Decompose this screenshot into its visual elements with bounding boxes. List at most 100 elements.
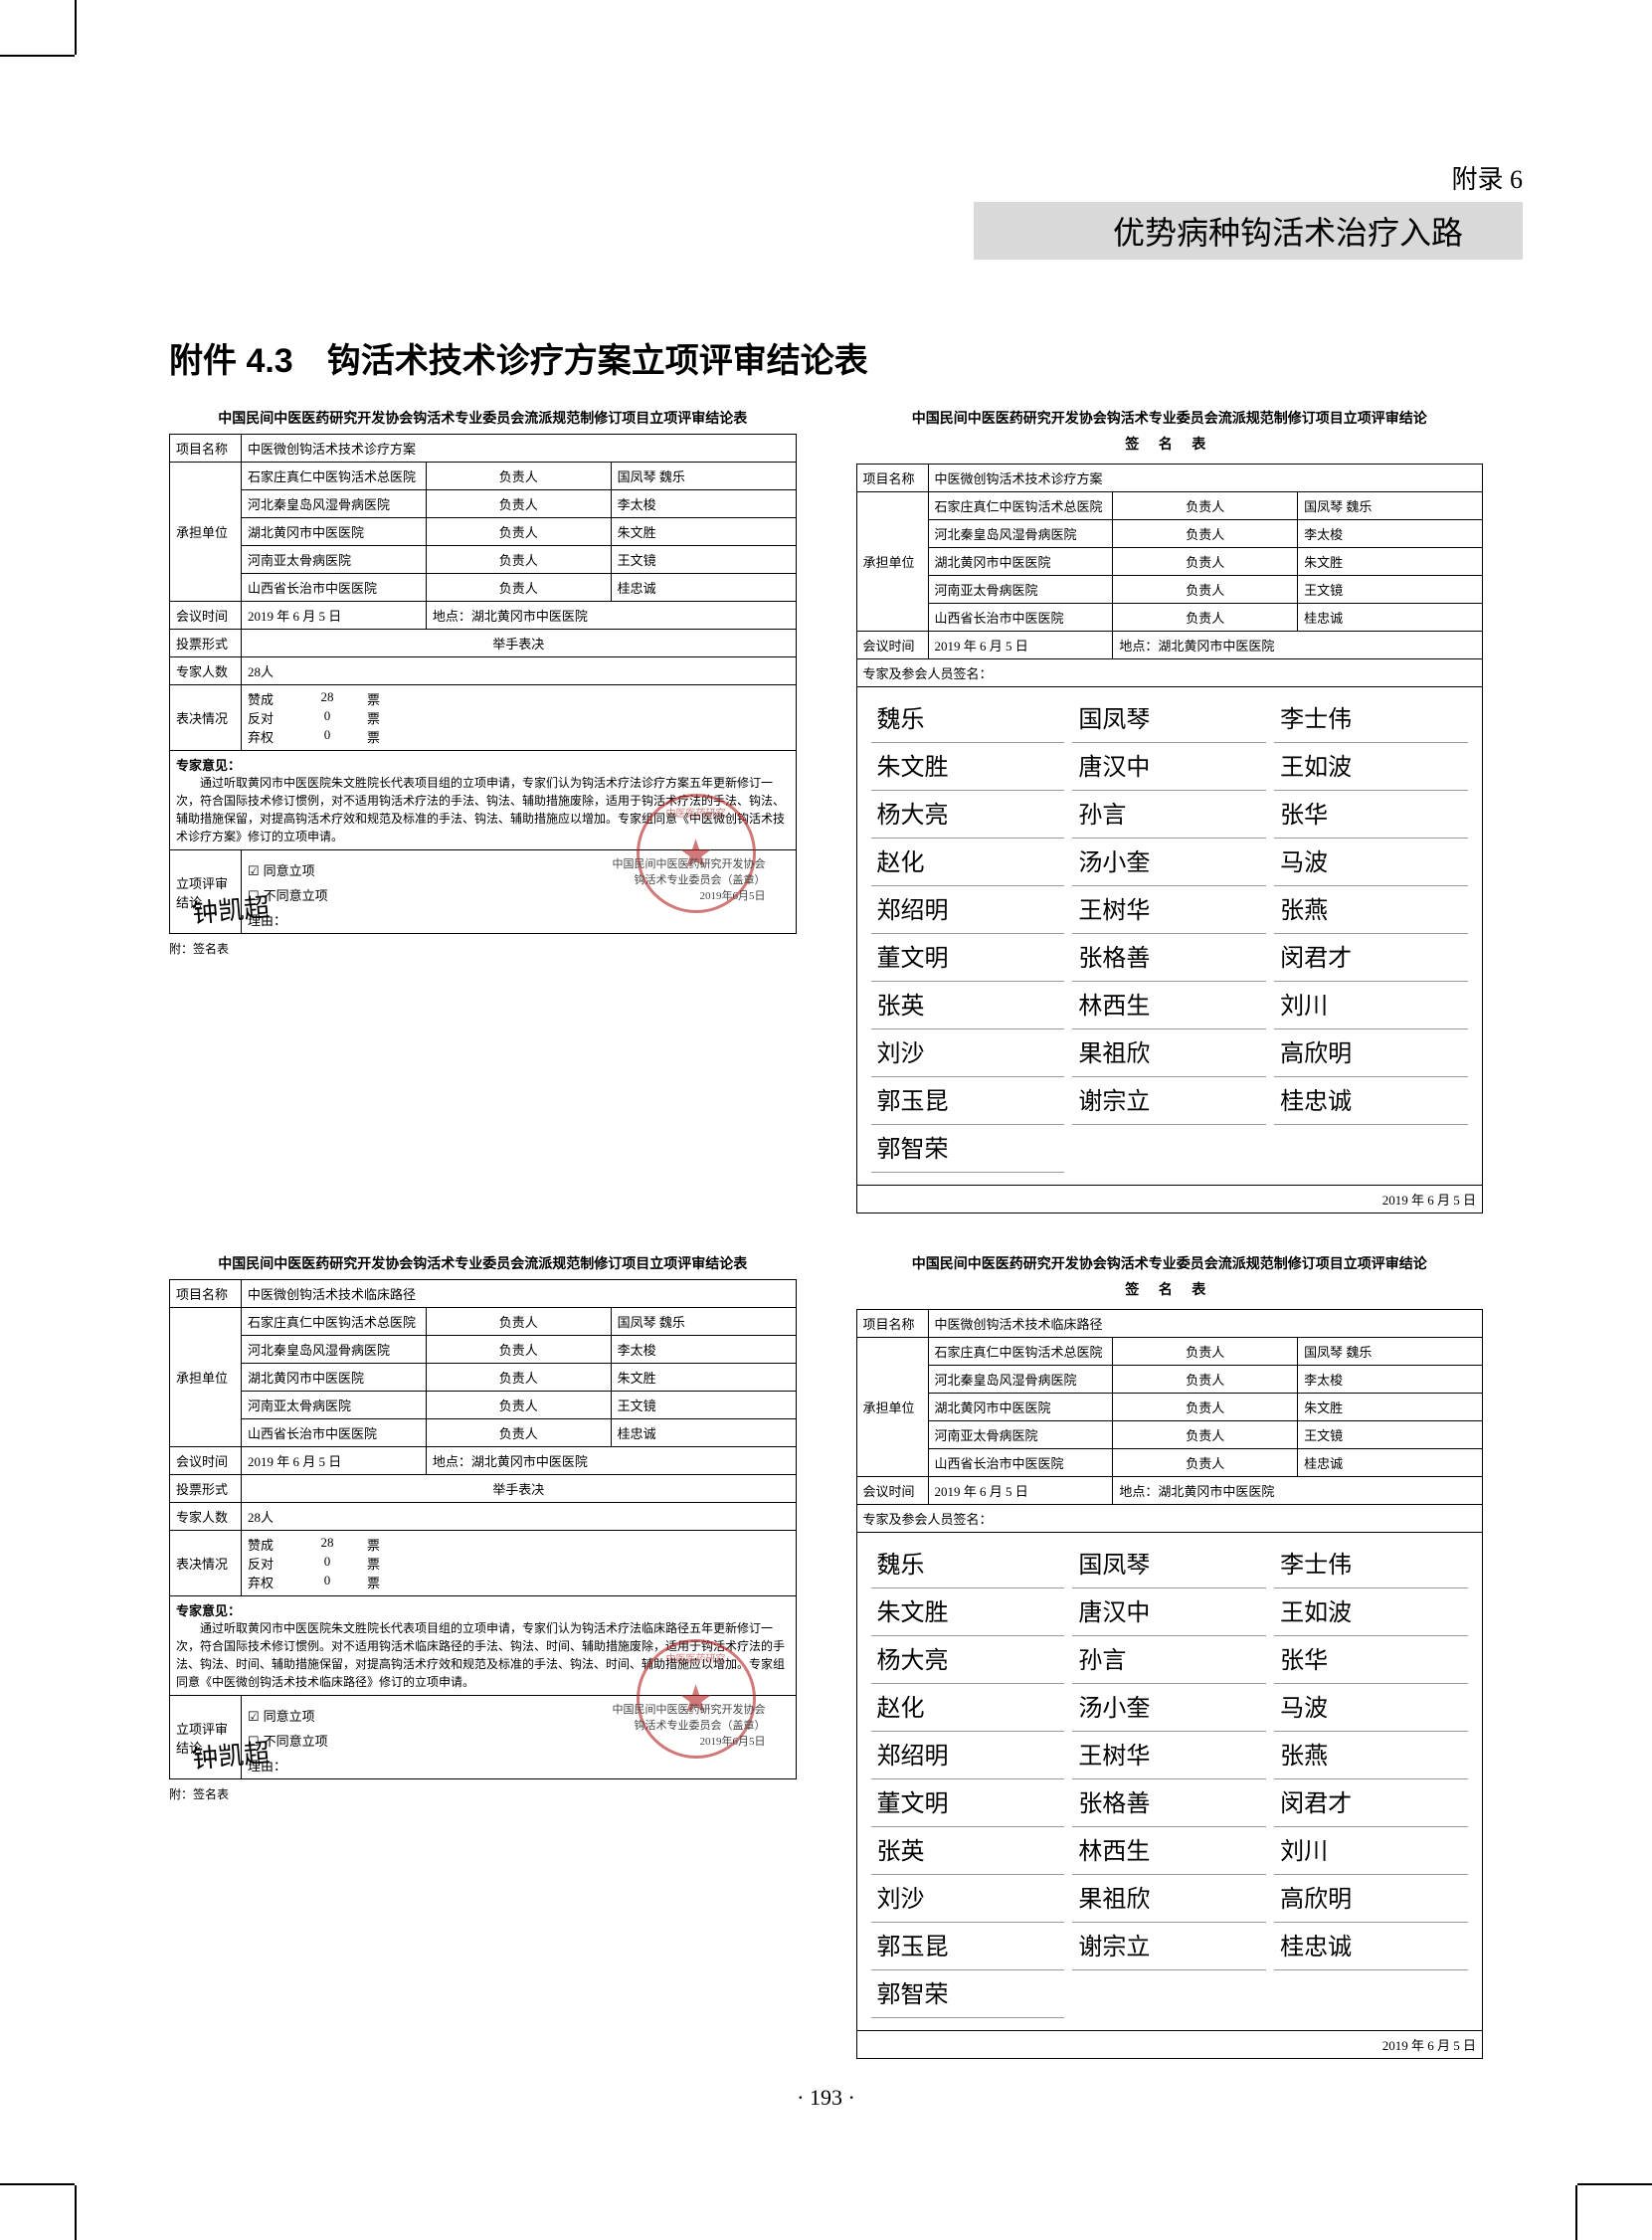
unit-person: 朱文胜 [611, 1364, 796, 1392]
unit-person: 桂忠诚 [1298, 1449, 1483, 1477]
org-line: 中国民间中医医药研究开发协会 [613, 855, 766, 871]
unit-org: 河北秦皇岛风湿骨病医院 [928, 1366, 1113, 1394]
unit-org: 湖北黄冈市中医医院 [242, 518, 427, 546]
signature-cell: 高欣明 [1274, 1879, 1468, 1923]
unit-person: 李太梭 [611, 1336, 796, 1364]
signature-cell: 刘沙 [871, 1033, 1065, 1077]
foot-note: 附：签名表 [169, 1785, 797, 1802]
form-signatures-1: 中国民间中医医药研究开发协会钩活术专业委员会流派规范制修订项目立项评审结论 签 … [856, 408, 1484, 1213]
section-title: 附件 4.3 钩活术技术诊疗方案立项评审结论表 [169, 333, 868, 382]
label-project: 项目名称 [856, 1310, 928, 1338]
signature-cell: 张英 [871, 1831, 1065, 1875]
org-line: 2019年6月5日 [613, 887, 766, 903]
meeting-loc: 地点：湖北黄冈市中医医院 [426, 1447, 796, 1475]
unit-person: 朱文胜 [611, 518, 796, 546]
label-meeting: 会议时间 [170, 602, 242, 630]
signature-cell: 唐汉中 [1072, 1592, 1266, 1636]
reason-label: 理由： [248, 910, 790, 929]
unit-person: 王文镜 [611, 546, 796, 574]
meeting-date: 2019 年 6 月 5 日 [928, 632, 1113, 659]
signature-cell: 张英 [871, 986, 1065, 1029]
signature-cell: 王如波 [1274, 747, 1468, 791]
unit-org: 河北秦皇岛风湿骨病医院 [242, 490, 427, 518]
unit-pl: 负责人 [1113, 1366, 1298, 1394]
unit-org: 石家庄真仁中医钩活术总医院 [242, 1308, 427, 1336]
unit-org: 山西省长治市中医医院 [928, 1449, 1113, 1477]
form-title: 中国民间中医医药研究开发协会钩活术专业委员会流派规范制修订项目立项评审结论表 [169, 408, 797, 428]
form-title: 中国民间中医医药研究开发协会钩活术专业委员会流派规范制修订项目立项评审结论表 [169, 1253, 797, 1273]
signature-cell: 李士伟 [1274, 699, 1468, 743]
appendix-title: 优势病种钩活术治疗入路 [974, 202, 1523, 260]
label-meeting: 会议时间 [170, 1447, 242, 1475]
form-conclusion-2: 中国民间中医医药研究开发协会钩活术专业委员会流派规范制修订项目立项评审结论表 项… [169, 1253, 797, 2059]
org-line: 钩活术专业委员会（盖章） [613, 1717, 766, 1733]
unit-org: 石家庄真仁中医钩活术总医院 [242, 463, 427, 490]
meeting-date: 2019 年 6 月 5 日 [242, 1447, 427, 1475]
unit-org: 河北秦皇岛风湿骨病医院 [242, 1336, 427, 1364]
signature-cell: 王如波 [1274, 1592, 1468, 1636]
crop-mark [1577, 2183, 1652, 2185]
loc-label: 地点： [1119, 1484, 1158, 1499]
signature-cell: 郭智荣 [871, 1974, 1065, 2018]
signature-cell: 魏乐 [871, 699, 1065, 743]
form-title: 中国民间中医医药研究开发协会钩活术专业委员会流派规范制修订项目立项评审结论 [856, 408, 1484, 428]
reason-label: 理由： [248, 1756, 790, 1774]
project-name: 中医微创钩活术技术临床路径 [242, 1280, 797, 1308]
crop-mark [1575, 2185, 1577, 2240]
page-number: · 193 · [129, 2085, 1523, 2111]
signature-cell: 果祖欣 [1072, 1033, 1266, 1077]
form-table: 项目名称 中医微创钩活术技术诊疗方案 承担单位 石家庄真仁中医钩活术总医院负责人… [169, 434, 797, 934]
foot-note: 附：签名表 [169, 940, 797, 957]
label-units: 承担单位 [856, 492, 928, 632]
unit-person: 朱文胜 [1298, 1394, 1483, 1421]
unit-pl: 负责人 [426, 1392, 611, 1419]
unit-pl: 负责人 [1113, 520, 1298, 548]
signature-cell: 杨大亮 [871, 1640, 1065, 1684]
signature-cell: 马波 [1274, 842, 1468, 886]
loc-label: 地点： [433, 609, 471, 624]
sig-label: 专家及参会人员签名： [856, 1505, 1483, 1533]
unit-person: 国凤琴 魏乐 [611, 1308, 796, 1336]
unit-org: 湖北黄冈市中医医院 [928, 1394, 1113, 1421]
seal-text: 中医医药研究 [640, 1650, 753, 1665]
label-project: 项目名称 [170, 435, 242, 463]
unit-pl: 负责人 [426, 546, 611, 574]
label-units: 承担单位 [170, 463, 242, 602]
vote-mode: 举手表决 [242, 1475, 797, 1503]
signature-cell: 郭玉昆 [871, 1081, 1065, 1125]
signature-cell: 李士伟 [1274, 1545, 1468, 1588]
org-note: 中国民间中医医药研究开发协会 钩活术专业委员会（盖章） 2019年6月5日 [613, 855, 766, 903]
unit-pl: 负责人 [426, 518, 611, 546]
signature-cell: 国凤琴 [1072, 699, 1266, 743]
signature-cell: 王树华 [1072, 890, 1266, 934]
label-experts: 专家人数 [170, 657, 242, 685]
crop-mark [0, 2183, 75, 2185]
signature-cell: 刘川 [1274, 986, 1468, 1029]
signature-scribble: 钟凯超 [191, 887, 272, 931]
expert-count: 28人 [242, 657, 797, 685]
unit-person: 李太梭 [611, 490, 796, 518]
signature-area: 魏乐国凤琴李士伟朱文胜唐汉中王如波杨大亮孙言张华赵化汤小奎马波郑绍明王树华张燕董… [856, 687, 1483, 1186]
unit-person: 国凤琴 魏乐 [1298, 492, 1483, 520]
signature-cell: 朱文胜 [871, 747, 1065, 791]
unit-person: 桂忠诚 [611, 574, 796, 602]
signature-cell: 郭智荣 [871, 1129, 1065, 1173]
meeting-loc: 地点：湖北黄冈市中医医院 [1113, 1477, 1483, 1505]
unit-person: 王文镜 [1298, 1421, 1483, 1449]
label-voteresult: 表决情况 [170, 685, 242, 751]
label-units: 承担单位 [856, 1338, 928, 1477]
unit-pl: 负责人 [426, 1336, 611, 1364]
unit-person: 桂忠诚 [611, 1419, 796, 1447]
signature-cell: 张格善 [1072, 1783, 1266, 1827]
signature-cell: 汤小奎 [1072, 842, 1266, 886]
label-meeting: 会议时间 [856, 1477, 928, 1505]
signature-area: 魏乐国凤琴李士伟朱文胜唐汉中王如波杨大亮孙言张华赵化汤小奎马波郑绍明王树华张燕董… [856, 1533, 1483, 2031]
signature-cell: 张华 [1274, 795, 1468, 839]
org-line: 钩活术专业委员会（盖章） [613, 871, 766, 887]
crop-mark [75, 0, 77, 55]
unit-pl: 负责人 [1113, 1338, 1298, 1366]
signature-cell: 谢宗立 [1072, 1081, 1266, 1125]
signature-cell: 朱文胜 [871, 1592, 1065, 1636]
signature-cell: 高欣明 [1274, 1033, 1468, 1077]
unit-org: 湖北黄冈市中医医院 [242, 1364, 427, 1392]
